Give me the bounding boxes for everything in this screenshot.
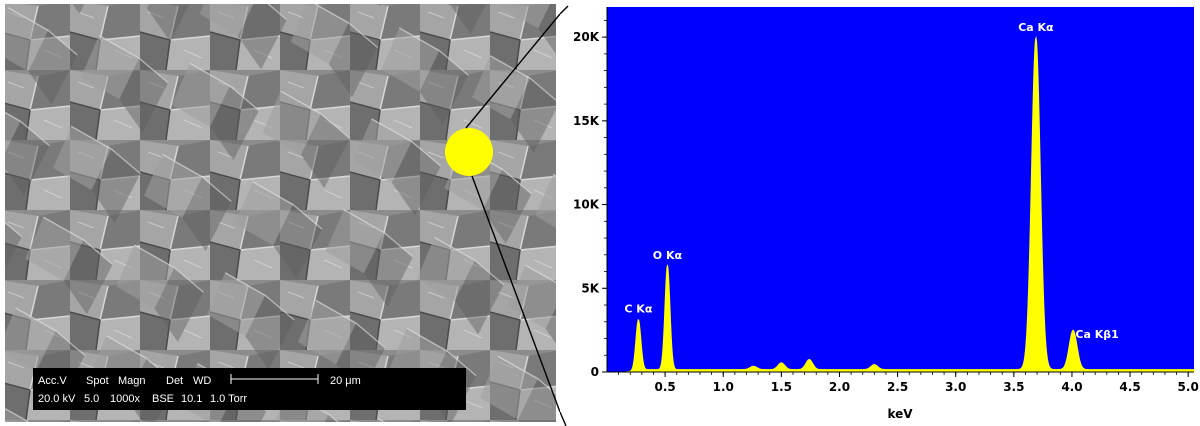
y-tick-label: 5K: [581, 281, 599, 295]
peak-label: Ca Kα: [1018, 21, 1054, 34]
eds-spectrum-chart: C Kα O Kα Ca Kα Ca Kβ1 0.5 1.0 1.5 2.0 2.5 3.0 3.…: [560, 5, 1199, 426]
scale-bar-label: 20 μm: [330, 375, 361, 387]
micrograph-texture-overlay: [5, 4, 556, 422]
sem-header-accv: Acc.V: [38, 375, 67, 387]
x-tick-label: 1.5: [771, 380, 792, 394]
spectrum-area: [620, 35, 1195, 373]
y-tick-label: 20K: [573, 30, 600, 44]
y-tick-label: 10K: [573, 198, 600, 212]
connector-line-bottom: [471, 175, 560, 413]
scale-bar: [230, 374, 319, 384]
axis-layer: 0.5 1.0 1.5 2.0 2.5 3.0 3.5 4.0 4.5 5.0 0 5K 10K 15K 2…: [573, 7, 1199, 394]
x-tick-label: 5.0: [1178, 380, 1199, 394]
y-tick-label: 0: [591, 365, 599, 379]
sem-value-magn: 1000x: [110, 393, 140, 405]
connector-line-top-ext: [560, 5, 569, 15]
x-tick-label: 3.0: [945, 380, 966, 394]
sem-value-pressure: 1.0 Torr: [210, 393, 247, 405]
peak-label: Ca Kβ1: [1075, 328, 1118, 341]
x-tick-label: 1.0: [713, 380, 734, 394]
sem-value-wd: 10.1: [181, 393, 202, 405]
x-tick-label: 3.5: [1003, 380, 1024, 394]
peak-label: C Kα: [624, 302, 652, 315]
sem-value-spot: 5.0: [84, 393, 99, 405]
sem-header-magn: Magn: [118, 375, 146, 387]
sem-value-accv: 20.0 kV: [38, 393, 76, 405]
sem-micrograph: Acc.V Spot Magn Det WD 20.0 kV 5.0 1000x…: [5, 4, 560, 422]
analysis-spot-marker: [445, 128, 493, 176]
sem-value-det: BSE: [152, 393, 174, 405]
x-tick-label: 4.0: [1061, 380, 1082, 394]
y-tick-label: 15K: [573, 114, 600, 128]
sem-info-bar: [33, 368, 466, 410]
spectrum-layer: [620, 35, 1195, 373]
x-tick-label: 4.5: [1119, 380, 1140, 394]
sem-header-wd: WD: [193, 375, 211, 387]
connector-line-top: [465, 13, 560, 129]
plot-area: [607, 7, 1194, 372]
x-tick-label: 2.0: [829, 380, 850, 394]
peak-label-layer: C Kα O Kα Ca Kα Ca Kβ1: [624, 21, 1118, 341]
sem-header-det: Det: [166, 375, 183, 387]
connector-line-bottom-ext: [560, 411, 567, 426]
sem-header-spot: Spot: [86, 375, 109, 387]
x-axis-label: keV: [887, 407, 913, 421]
x-tick-label: 0.5: [654, 380, 675, 394]
x-tick-label: 2.5: [887, 380, 908, 394]
peak-label: O Kα: [653, 249, 683, 262]
